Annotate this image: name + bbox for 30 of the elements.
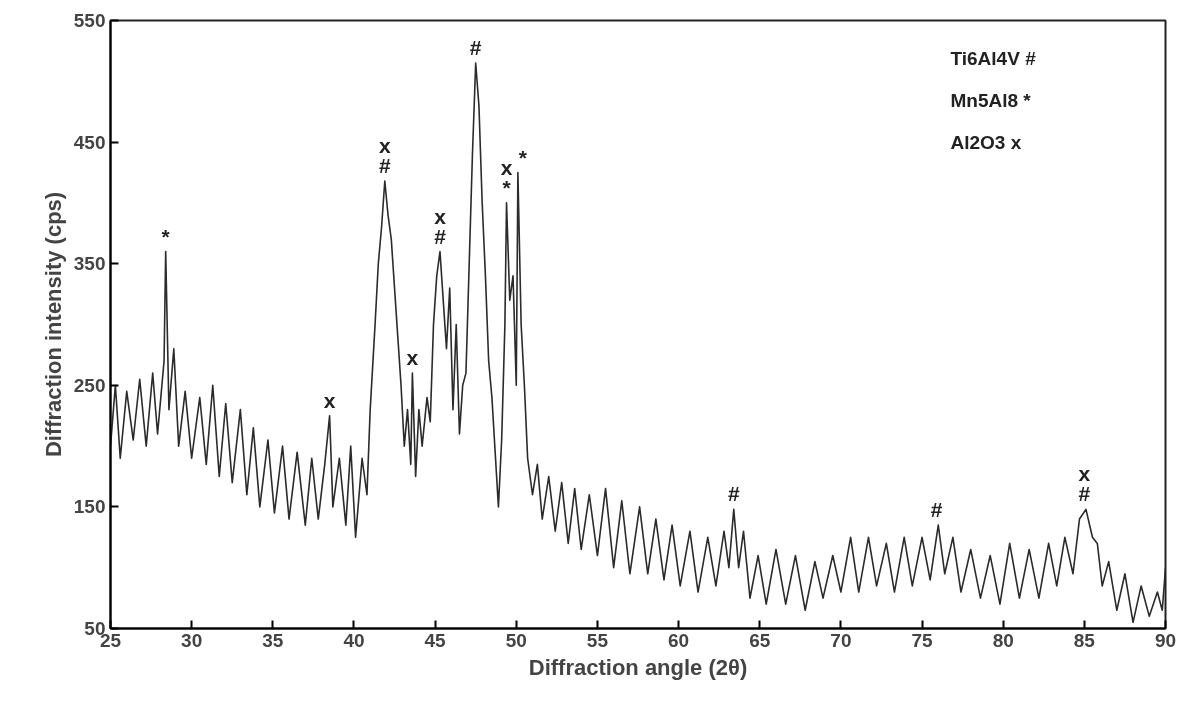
x-axis-title: Diffraction angle (2θ): [528, 654, 748, 680]
x-tick-label: 45: [424, 629, 447, 651]
annotation: Al2O3 x: [950, 131, 1022, 153]
x-tick-label: 35: [262, 629, 284, 651]
x-tick-label: 65: [749, 629, 771, 651]
y-tick-label: 550: [73, 10, 106, 31]
x-tick-label: 80: [992, 629, 1014, 651]
x-tick-label: 60: [668, 629, 690, 651]
annotation: x: [406, 346, 419, 370]
y-tick-label: 450: [73, 131, 106, 153]
annotation: #: [930, 498, 943, 522]
x-tick-label: 55: [586, 629, 609, 651]
annotation: *: [161, 224, 171, 248]
x-tick-label: 40: [343, 629, 365, 651]
annotation: *: [518, 145, 528, 169]
x-tick-label: 70: [830, 629, 852, 651]
x-tick-label: 90: [1154, 629, 1177, 651]
annotation: #: [727, 482, 740, 506]
annotation: #: [469, 36, 482, 60]
x-tick-label: 30: [181, 629, 203, 651]
x-tick-label: 75: [911, 629, 934, 651]
y-tick-label: 250: [73, 374, 106, 396]
annotation: Mn5Al8 *: [950, 89, 1032, 111]
annotation: Ti6Al4V #: [950, 47, 1037, 69]
y-axis-title: Diffraction intensity (cps): [40, 191, 66, 458]
y-tick-label: 350: [73, 253, 106, 275]
y-tick-label: 150: [73, 496, 106, 518]
annotation: x: [323, 388, 336, 412]
x-tick-label: 50: [505, 629, 527, 651]
x-tick-label: 85: [1073, 629, 1096, 651]
